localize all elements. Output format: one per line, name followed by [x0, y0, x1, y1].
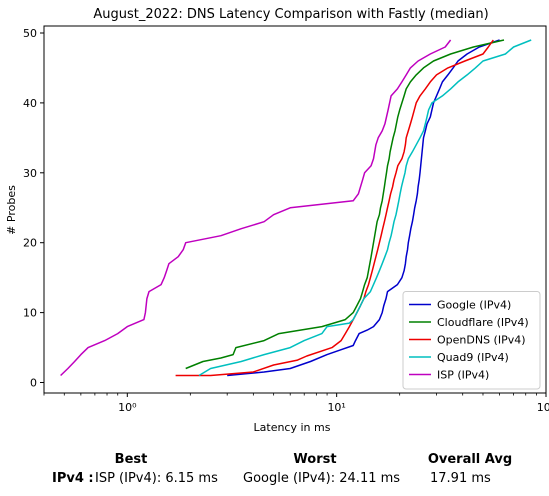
legend-label: ISP (IPv4)	[437, 369, 489, 382]
legend-label: Google (IPv4)	[437, 299, 511, 312]
worst-value: Google (IPv4): 24.11 ms	[243, 471, 401, 486]
best-value: ISP (IPv4): 6.15 ms	[95, 471, 218, 486]
latency-chart: August_2022: DNS Latency Comparison with…	[5, 7, 549, 434]
y-axis-label: # Probes	[5, 185, 18, 235]
y-tick-label: 40	[23, 97, 37, 110]
chart-title: August_2022: DNS Latency Comparison with…	[93, 7, 488, 22]
legend-label: Cloudflare (IPv4)	[437, 316, 529, 329]
overall-avg-value: 17.91 ms	[430, 471, 491, 486]
legend-label: OpenDNS (IPv4)	[437, 334, 526, 347]
series-line-cloudflare-ipv4	[185, 39, 505, 370]
y-tick-label: 30	[23, 167, 37, 180]
chart-legend: Google (IPv4) Cloudflare (IPv4) OpenDNS (I…	[402, 291, 541, 390]
x-axis-label: Latency in ms	[254, 421, 331, 434]
y-tick-label: 20	[23, 237, 37, 250]
best-header: Best	[114, 452, 148, 467]
x-tick-label: 10⁰	[118, 401, 137, 414]
ipv4-row-label: IPv4 :	[52, 471, 94, 486]
legend-box	[402, 291, 541, 390]
series-line-opendns-ipv4	[175, 39, 494, 377]
overall-avg-header: Overall Avg	[427, 452, 513, 467]
series-line-isp-ipv4	[60, 39, 452, 377]
y-tick-label: 0	[30, 377, 37, 390]
y-tick-label: 10	[23, 307, 37, 320]
worst-header: Worst	[293, 452, 337, 467]
series-line-google-ipv4	[227, 39, 500, 377]
y-tick-label: 50	[23, 27, 37, 40]
legend-label: Quad9 (IPv4)	[437, 351, 509, 364]
series-line-quad9-ipv4	[198, 39, 532, 377]
x-tick-label: 10¹	[327, 401, 345, 414]
x-tick-label: 10²	[537, 401, 549, 414]
summary-panel: Best Worst Overall Avg IPv4 : ISP (IPv4)…	[0, 440, 549, 496]
